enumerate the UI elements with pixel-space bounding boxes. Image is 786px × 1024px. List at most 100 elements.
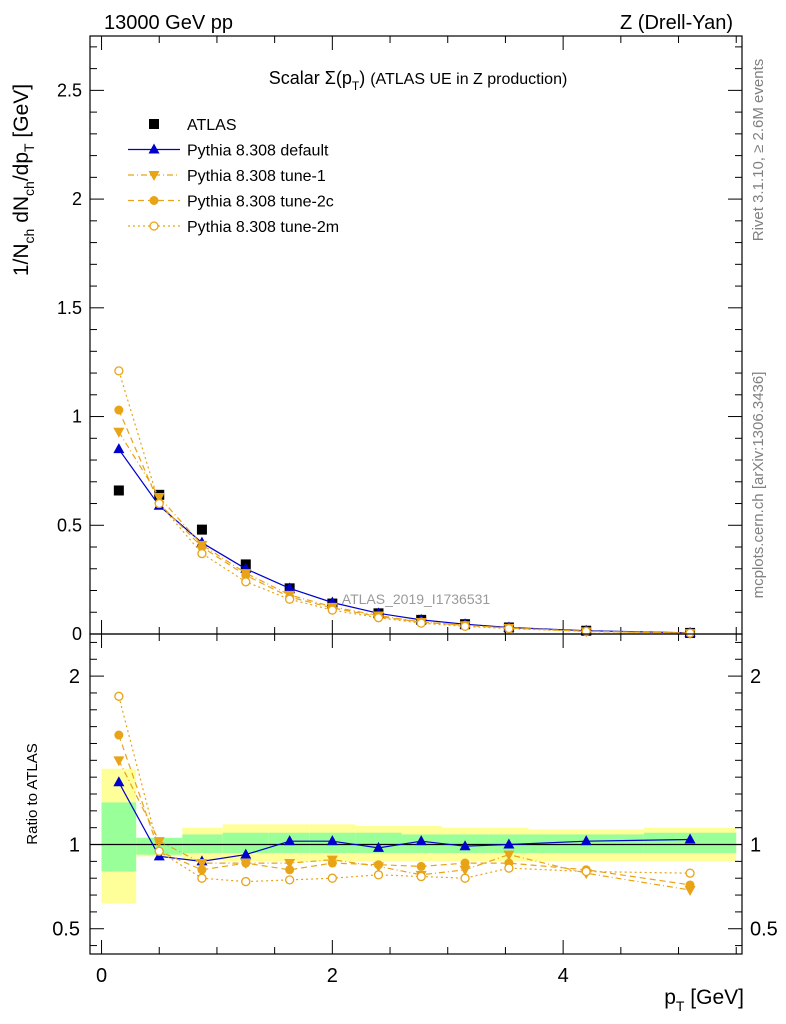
ratio-x-axis-label: pT [GeV] xyxy=(664,986,744,1014)
ratio-point xyxy=(241,858,251,868)
data-point xyxy=(114,405,124,415)
main-y-tick-label: 2.5 xyxy=(57,80,82,100)
main-axis-ticks: 0 0.5 1 1.5 2 2.5 xyxy=(57,36,742,644)
data-point xyxy=(284,582,296,593)
main-y-tick-label: 1.5 xyxy=(57,298,82,318)
data-point xyxy=(113,485,124,496)
data-point xyxy=(284,594,295,604)
plot-title-sub: T xyxy=(352,79,360,93)
ratio-point xyxy=(416,861,426,871)
ratio-point xyxy=(416,871,426,882)
legend-label: Pythia 8.308 tune-2c xyxy=(187,194,334,211)
ratio-axis-ticks: 0.5 0.5 1 1 2 2 0 2 4 xyxy=(52,634,778,987)
data-point xyxy=(460,621,470,632)
watermark: ATLAS_2019_I1736531 xyxy=(342,591,491,607)
main-y-tick-label: 1 xyxy=(72,407,82,427)
header-left: 13000 GeV pp xyxy=(104,12,233,34)
side-mcplots-label: mcplots.cern.ch [arXiv:1306.3436] xyxy=(750,372,767,599)
legend-item-pythia-8-308-tune-2c: Pythia 8.308 tune-2c xyxy=(128,194,334,211)
legend-marker xyxy=(148,171,160,181)
ratio-y-tick-label-right: 2 xyxy=(750,666,761,688)
ratio-y-tick-label: 2 xyxy=(69,666,80,688)
ratio-y-tick-label: 1 xyxy=(69,835,80,857)
ratio-y-tick-label-right: 1 xyxy=(750,835,761,857)
ratio-point xyxy=(372,841,384,852)
legend-marker xyxy=(149,196,159,205)
data-point xyxy=(197,548,207,559)
plot-title-main: Scalar Σ(p xyxy=(269,68,352,88)
ratio-x-tick-label: 0 xyxy=(96,965,107,987)
ratio-series-pythia-8-308-tune-2c xyxy=(114,730,695,890)
main-panel: 0 0.5 1 1.5 2 2.5 Scalar Σ(pT) (ATLAS UE in Z … xyxy=(10,35,743,644)
ratio-point xyxy=(285,865,295,875)
ratio-panel: 0.5 0.5 1 1 2 2 0 2 4 Ratio to ATLAS pT [GeV] xyxy=(24,633,778,1014)
ratio-point xyxy=(114,730,124,740)
ratio-point xyxy=(197,865,207,875)
band-inner xyxy=(101,802,137,872)
ratio-x-tick-label: 2 xyxy=(327,965,338,987)
plot-title: Scalar Σ(pT) (ATLAS UE in Z production) xyxy=(269,68,568,93)
ratio-point xyxy=(241,876,251,887)
ratio-point xyxy=(114,691,124,701)
ratio-point xyxy=(504,863,514,873)
ratio-point xyxy=(154,846,164,856)
header-right: Z (Drell-Yan) xyxy=(620,12,733,34)
series-line xyxy=(118,409,691,634)
legend-marker xyxy=(149,221,159,231)
legend-label: Pythia 8.308 tune-2m xyxy=(187,219,339,236)
ratio-point xyxy=(196,859,208,870)
ratio-point xyxy=(327,858,337,868)
data-point xyxy=(685,628,695,638)
data-point xyxy=(114,366,124,376)
ratio-series xyxy=(113,691,696,896)
main-y-tick-label: 0.5 xyxy=(57,515,82,535)
ratio-y-axis-label: Ratio to ATLAS xyxy=(24,743,41,844)
data-point xyxy=(113,443,125,454)
ratio-point xyxy=(240,848,252,859)
ratio-point xyxy=(415,835,427,846)
ratio-point xyxy=(460,873,470,883)
main-y-tick-label: 2 xyxy=(72,189,82,209)
legend-item-pythia-8-308-default: Pythia 8.308 default xyxy=(128,143,329,160)
ratio-point xyxy=(327,873,337,883)
data-point xyxy=(327,605,337,615)
data-point xyxy=(113,427,125,438)
plot-title-close: ) xyxy=(359,68,365,88)
ratio-line xyxy=(118,760,691,891)
legend-item-pythia-8-308-tune-2m: Pythia 8.308 tune-2m xyxy=(128,219,339,236)
ratio-x-tick-label: 4 xyxy=(558,965,569,987)
ratio-point xyxy=(685,880,695,890)
plot-title-rest: (ATLAS UE in Z production) xyxy=(370,71,567,88)
ratio-point xyxy=(153,837,165,848)
data-point xyxy=(241,577,251,587)
ratio-series-pythia-8-308-tune-2m xyxy=(114,691,695,887)
ratio-point xyxy=(373,870,384,880)
ratio-point xyxy=(685,868,695,878)
series-pythia-8-308-default xyxy=(113,443,696,637)
ratio-point xyxy=(459,840,471,851)
ratio-point xyxy=(373,860,383,870)
series-line xyxy=(118,431,691,634)
legend-item-pythia-8-308-tune-1: Pythia 8.308 tune-1 xyxy=(128,168,326,185)
legend-marker xyxy=(149,119,159,129)
ratio-point xyxy=(113,756,125,767)
main-y-tick-label: 0 xyxy=(72,624,82,644)
ratio-point xyxy=(460,858,470,868)
ratio-line xyxy=(118,781,691,863)
legend-label: ATLAS xyxy=(187,117,237,134)
legend-label: Pythia 8.308 default xyxy=(187,143,329,160)
ratio-point xyxy=(684,833,696,844)
ratio-y-tick-label: 0.5 xyxy=(52,919,80,941)
ratio-point xyxy=(459,865,471,876)
data-point xyxy=(241,570,251,580)
data-point xyxy=(154,498,164,509)
ratio-point xyxy=(503,838,515,849)
legend-label: Pythia 8.308 tune-1 xyxy=(187,168,326,185)
side-rivet-label: Rivet 3.1.10, ≥ 2.6M events xyxy=(750,59,767,242)
data-point xyxy=(581,626,591,637)
data-point xyxy=(197,542,207,552)
ratio-point xyxy=(197,873,207,883)
data-point xyxy=(416,618,426,628)
series-pythia-8-308-tune-2m xyxy=(114,366,695,638)
